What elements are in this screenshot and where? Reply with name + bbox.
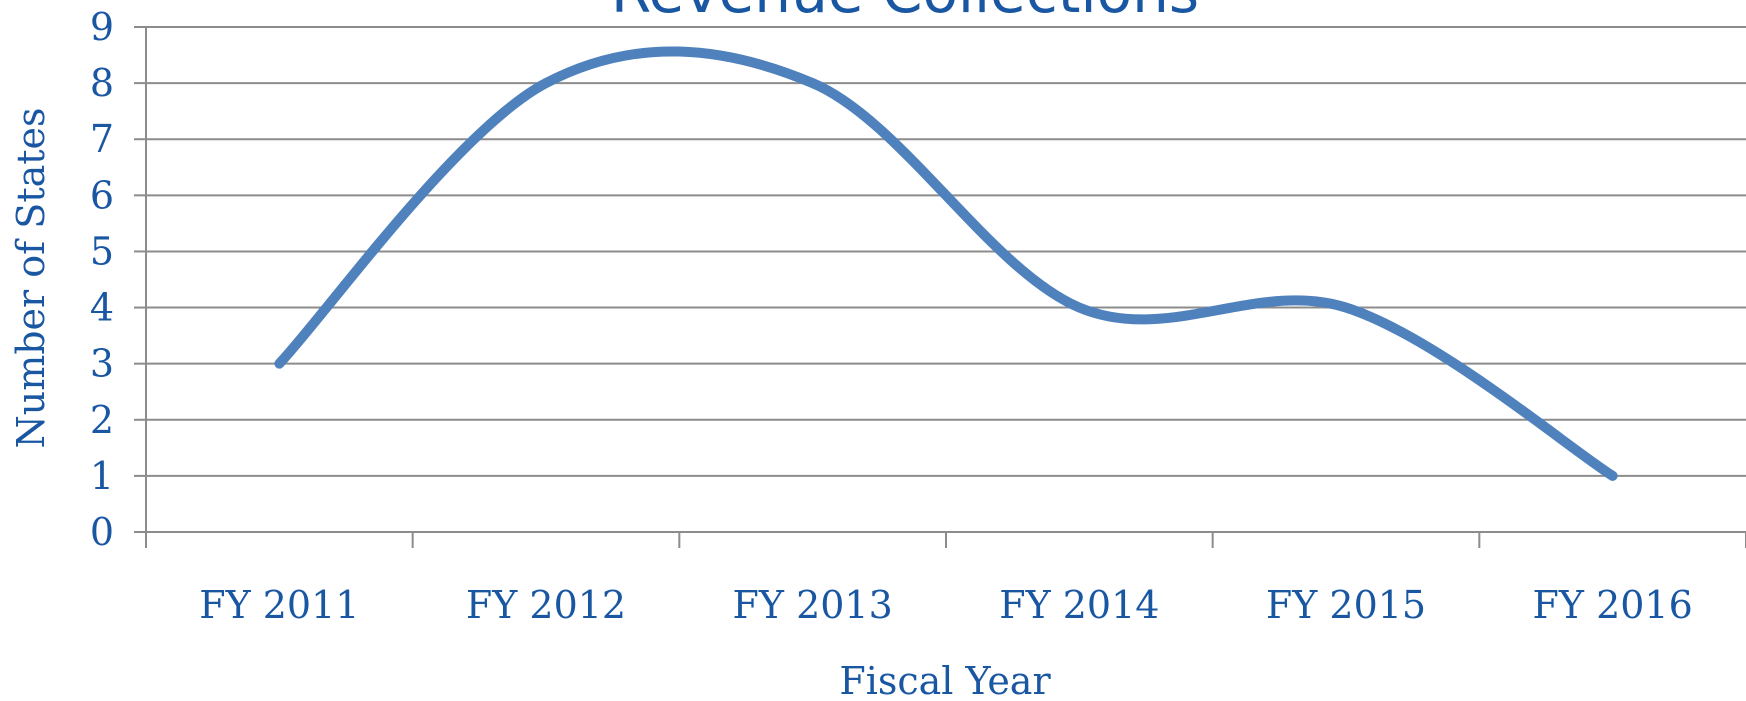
y-tick-label-6: 6 [90,173,114,217]
chart-title: Revenue Collections [611,0,1199,26]
x-tick-label-0: FY 2011 [199,583,359,627]
y-tick-label-9: 9 [90,5,114,49]
series-layer [274,46,1618,481]
x-axis-label: Fiscal Year [839,659,1051,701]
y-tick-label-8: 8 [90,61,114,105]
x-tick-label-3: FY 2014 [999,583,1159,627]
x-axis-ticks: FY 2011 FY 2012 FY 2013 FY 2014 FY 2015 FY 20… [145,532,1746,627]
x-tick-label-1: FY 2012 [466,583,626,627]
y-tick-label-2: 2 [90,398,114,442]
y-tick-label-0: 0 [90,510,114,554]
y-tick-label-3: 3 [90,342,114,386]
axes [145,27,1746,533]
series-line-0 [274,46,1618,481]
y-tick-label-4: 4 [90,286,114,330]
y-tick-label-5: 5 [90,229,114,273]
y-axis-ticks: 0 1 2 3 4 5 6 7 8 9 [90,5,146,554]
y-tick-label-7: 7 [90,117,114,161]
y-axis-label: Number of States [9,107,53,448]
x-tick-label-5: FY 2016 [1533,583,1693,627]
x-tick-label-4: FY 2015 [1266,583,1426,627]
y-tick-label-1: 1 [90,454,114,498]
x-tick-label-2: FY 2013 [733,583,893,627]
gridlines [146,26,1746,477]
